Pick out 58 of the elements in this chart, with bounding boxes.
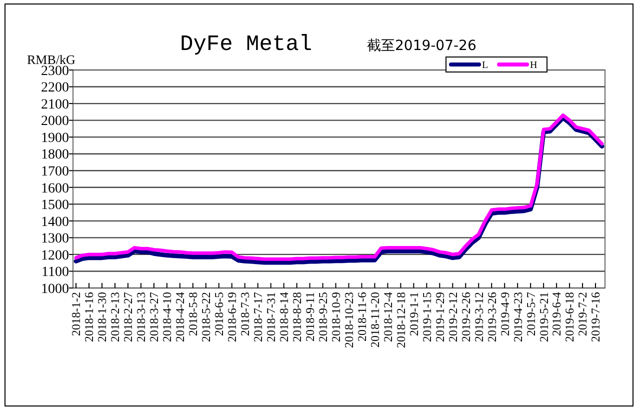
x-tick-label: 2018-1-2 (69, 292, 84, 336)
x-tick-label: 2018-2-13 (108, 292, 122, 342)
x-tick-label: 2018-10-9 (328, 292, 343, 342)
x-tick-label: 2018-7-31 (264, 292, 278, 342)
x-tick-label: 2018-11-20 (368, 292, 382, 348)
x-tick-label: 2018-9-25 (316, 292, 330, 342)
x-tick-label: 2018-6-5 (212, 292, 226, 336)
x-tick-label: 2019-1-15 (420, 292, 434, 342)
y-tick-label: 1100 (42, 265, 69, 280)
x-tick-label: 2019-3-26 (484, 292, 499, 342)
x-tick-label: 2018-6-19 (225, 292, 240, 342)
x-tick-label: 2018-7-17 (251, 292, 266, 342)
x-tick-label: 2018-8-14 (277, 292, 291, 342)
x-tick-label: 2018-1-30 (95, 292, 110, 342)
x-tick-label: 2018-12-18 (394, 292, 408, 348)
y-tick-label: 1200 (41, 248, 69, 264)
y-tick-label: 1600 (41, 181, 69, 196)
x-tick-label: 2018-5-22 (199, 292, 214, 342)
legend-label: H (530, 60, 538, 71)
y-tick-label: 1000 (41, 282, 69, 297)
x-tick-label: 2019-5-7 (524, 292, 538, 336)
x-tick-label: 2019-2-26 (458, 292, 473, 342)
chart-title: DyFe Metal (180, 32, 312, 57)
y-tick-label: 2000 (41, 114, 69, 130)
x-tick-label: 2018-5-8 (186, 292, 200, 336)
x-tick-label: 2019-1-29 (432, 292, 447, 342)
y-tick-label: 1800 (41, 148, 69, 163)
x-tick-label: 2019-1-1 (406, 292, 421, 336)
x-tick-label: 2018-4-10 (160, 292, 174, 342)
x-tick-label: 2019-2-12 (446, 292, 460, 342)
x-tick-label: 2018-1-16 (82, 292, 96, 342)
legend-label: L (482, 60, 488, 71)
y-tick-label: 2100 (41, 97, 69, 112)
y-tick-label: 1300 (41, 232, 69, 247)
x-tick-label: 2018-3-27 (147, 292, 162, 342)
y-tick-label: 1900 (41, 130, 69, 146)
y-tick-label: 2200 (41, 80, 69, 96)
x-tick-label: 2018-8-28 (290, 292, 304, 342)
x-tick-label: 2019-3-12 (472, 292, 486, 342)
x-tick-label: 2018-3-13 (134, 292, 148, 342)
x-tick-label: 2018-12-4 (380, 292, 395, 342)
x-tick-label: 2019-5-21 (536, 292, 551, 342)
x-tick-label: 2019-6-18 (562, 292, 577, 342)
x-tick-label: 2018-9-11 (302, 292, 317, 342)
x-tick-label: 2018-4-24 (173, 292, 188, 342)
chart-subtitle: 截至2019-07-26 (367, 38, 476, 54)
x-tick-label: 2019-4-9 (498, 292, 512, 336)
x-tick-label: 2019-7-16 (588, 292, 603, 342)
x-tick-label: 2019-7-2 (576, 292, 590, 336)
x-tick-label: 2019-4-23 (510, 292, 525, 342)
y-tick-label: 1500 (41, 198, 69, 214)
x-tick-label: 2018-2-27 (121, 292, 136, 342)
y-tick-label: 1700 (41, 164, 69, 180)
x-tick-label: 2018-10-23 (342, 292, 356, 348)
x-tick-label: 2018-11-6 (354, 292, 369, 342)
y-tick-label: 1400 (41, 214, 69, 230)
x-tick-label: 2018-7-3 (238, 292, 252, 336)
x-tick-label: 2019-6-4 (550, 292, 564, 336)
